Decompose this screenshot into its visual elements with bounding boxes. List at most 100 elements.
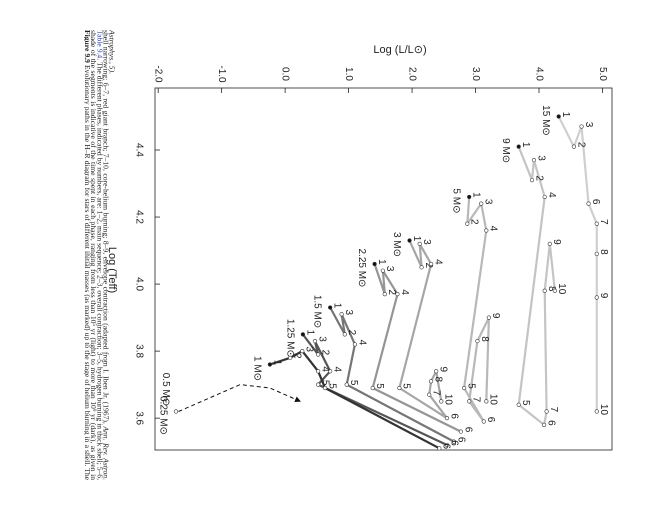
phase-label: 7 [598, 219, 609, 225]
track-point [475, 338, 480, 344]
track-point [486, 315, 491, 320]
track-point [552, 288, 557, 293]
phase-label: 10 [556, 283, 567, 295]
phase-label: 9 [551, 239, 562, 245]
phase-label: 4 [488, 226, 499, 232]
phase-label: 4 [332, 366, 343, 372]
phase-label: 7 [548, 407, 559, 413]
phase-label: 3 [343, 309, 354, 315]
mass-label: 15 M⊙ [540, 105, 551, 136]
track-point [594, 221, 599, 226]
phase-label: 1 [304, 330, 315, 336]
track-point [484, 228, 489, 233]
phase-label: 2 [533, 175, 544, 181]
track-point [444, 442, 450, 448]
x-axis-title: Log (Teff) [106, 247, 118, 293]
track-point [316, 369, 321, 374]
track [517, 146, 556, 426]
mass-label: 9 M⊙ [500, 138, 511, 163]
phase-label: 3 [583, 122, 594, 128]
track-point [542, 194, 547, 200]
phase-label: 5 [401, 383, 412, 389]
phase-label: 1 [271, 360, 282, 366]
phase-label: 2 [423, 263, 434, 269]
track-point [516, 402, 521, 407]
track-point [429, 261, 434, 267]
phase-label: 6 [448, 440, 459, 446]
phase-label: 1 [560, 112, 571, 118]
phase-label: 2 [575, 142, 586, 148]
phase-label: 3 [535, 155, 546, 161]
track-point [342, 332, 347, 337]
track-point [288, 355, 293, 360]
phase-label: 3 [316, 336, 327, 342]
track [463, 196, 490, 423]
y-tick-label: 3.0 [470, 67, 481, 81]
y-tick-label: 0.0 [279, 67, 290, 81]
track-point [417, 241, 422, 246]
track-point [529, 178, 535, 183]
phase-label: 6 [448, 413, 459, 419]
track-point [547, 241, 552, 246]
track-point [344, 382, 349, 387]
track-point [397, 385, 402, 391]
phase-label: 6 [441, 444, 452, 450]
phase-label: 3 [384, 266, 395, 272]
phase-label: 4 [399, 289, 410, 295]
mass-label: 3 M⊙ [391, 232, 402, 257]
track-point [328, 305, 333, 310]
mass-label: 1 M⊙ [251, 356, 262, 381]
track-point [579, 124, 584, 129]
phase-label: 6 [455, 437, 466, 443]
mass-label: 5 M⊙ [451, 188, 462, 213]
phase-label: 2 [292, 353, 303, 359]
track-point [594, 295, 599, 300]
y-tick-label: 2.0 [406, 67, 417, 81]
phase-label: 8 [598, 249, 609, 255]
caption-label: Figure 9.9 [84, 30, 93, 63]
phase-label: 5 [319, 380, 330, 386]
x-tick-label: 4.0 [133, 277, 144, 291]
y-tick-label: -2.0 [153, 65, 164, 83]
phase-label: 4 [432, 259, 443, 265]
track-point [300, 349, 305, 354]
track-point [372, 261, 377, 267]
track-point [571, 144, 577, 149]
track-point [419, 265, 424, 270]
phase-label: 2 [386, 289, 397, 295]
phase-label: 5 [348, 380, 359, 386]
x-tick-label: 3.8 [133, 344, 144, 358]
track-point [541, 422, 547, 427]
track-point [544, 409, 549, 414]
track-point [467, 194, 472, 200]
track-point [467, 399, 472, 404]
x-tick-label: 4.2 [133, 210, 144, 224]
track-point [586, 201, 591, 206]
mass-label: 1.25 M⊙ [284, 319, 295, 358]
phase-label: 1 [520, 142, 531, 148]
x-tick-label: 3.6 [133, 411, 144, 425]
track [398, 240, 449, 420]
plot-frame [154, 87, 613, 451]
caption-link[interactable]: Table 9.4 [95, 30, 105, 59]
track [371, 263, 462, 433]
track-point [434, 369, 439, 374]
phase-label: 6 [462, 427, 473, 433]
phase-label: 1 [411, 236, 422, 242]
phase-label: 5 [326, 383, 337, 389]
track-point [542, 288, 547, 293]
y-tick-label: 1.0 [343, 67, 354, 81]
mass-label: 0.25 M⊙ [157, 396, 168, 435]
phase-label: 2 [346, 330, 357, 336]
x-tick-label: 4.4 [133, 143, 144, 157]
phase-label: 7 [471, 397, 482, 403]
track-point [451, 439, 457, 444]
y-tick-label: 5.0 [597, 67, 608, 81]
phase-label: 5 [374, 383, 385, 389]
track-point [312, 338, 318, 344]
phase-label: 1 [376, 259, 387, 265]
phase-label: 1 [471, 192, 482, 198]
track-point [439, 399, 444, 404]
track [557, 116, 598, 412]
